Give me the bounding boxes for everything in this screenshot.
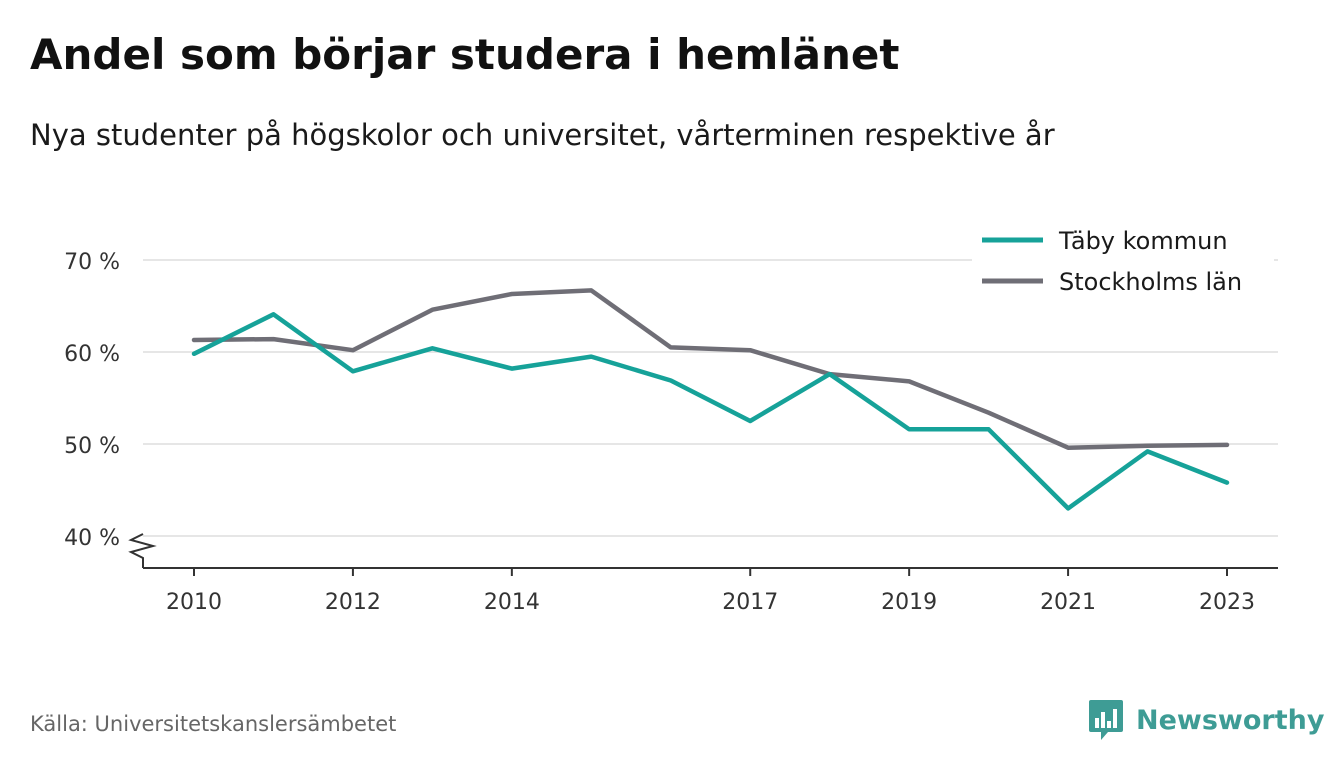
newsworthy-logo-icon (1089, 700, 1123, 740)
y-tick-label: 50 % (64, 434, 120, 459)
series-line-stockholms-län (191, 288, 1230, 450)
x-tick-label: 2019 (881, 590, 937, 615)
legend-label: Täby kommun (1058, 227, 1228, 255)
x-tick-label: 2014 (484, 590, 540, 615)
x-tick-label: 2017 (722, 590, 778, 615)
legend-label: Stockholms län (1059, 268, 1242, 296)
y-axis-break-marker (128, 533, 157, 568)
x-tick-label: 2021 (1040, 590, 1096, 615)
series-line-täby-kommun (191, 312, 1230, 511)
y-tick-label: 40 % (64, 526, 120, 551)
x-tick-label: 2012 (325, 590, 381, 615)
legend-background (972, 218, 1274, 304)
chart-subtitle: Nya studenter på högskolor och universit… (30, 118, 1055, 152)
brand-name: Newsworthy (1136, 704, 1325, 736)
brand-logo[interactable]: Newsworthy (1088, 698, 1324, 742)
x-tick-label: 2010 (166, 590, 222, 615)
y-axis-tick-labels: 40 % 50 % 60 % 70 % (64, 250, 120, 551)
source-note: Källa: Universitetskanslersämbetet (30, 712, 397, 736)
x-axis-tick-labels: 2010 2012 2014 2017 2019 2021 2023 (166, 590, 1255, 615)
series-lines (191, 288, 1230, 511)
y-tick-label: 60 % (64, 342, 120, 367)
legend: Täby kommun Stockholms län (972, 218, 1274, 304)
y-tick-label: 70 % (64, 250, 120, 275)
x-tick-label: 2023 (1199, 590, 1255, 615)
x-axis (128, 533, 1278, 576)
chart-title: Andel som börjar studera i hemlänet (30, 30, 900, 79)
